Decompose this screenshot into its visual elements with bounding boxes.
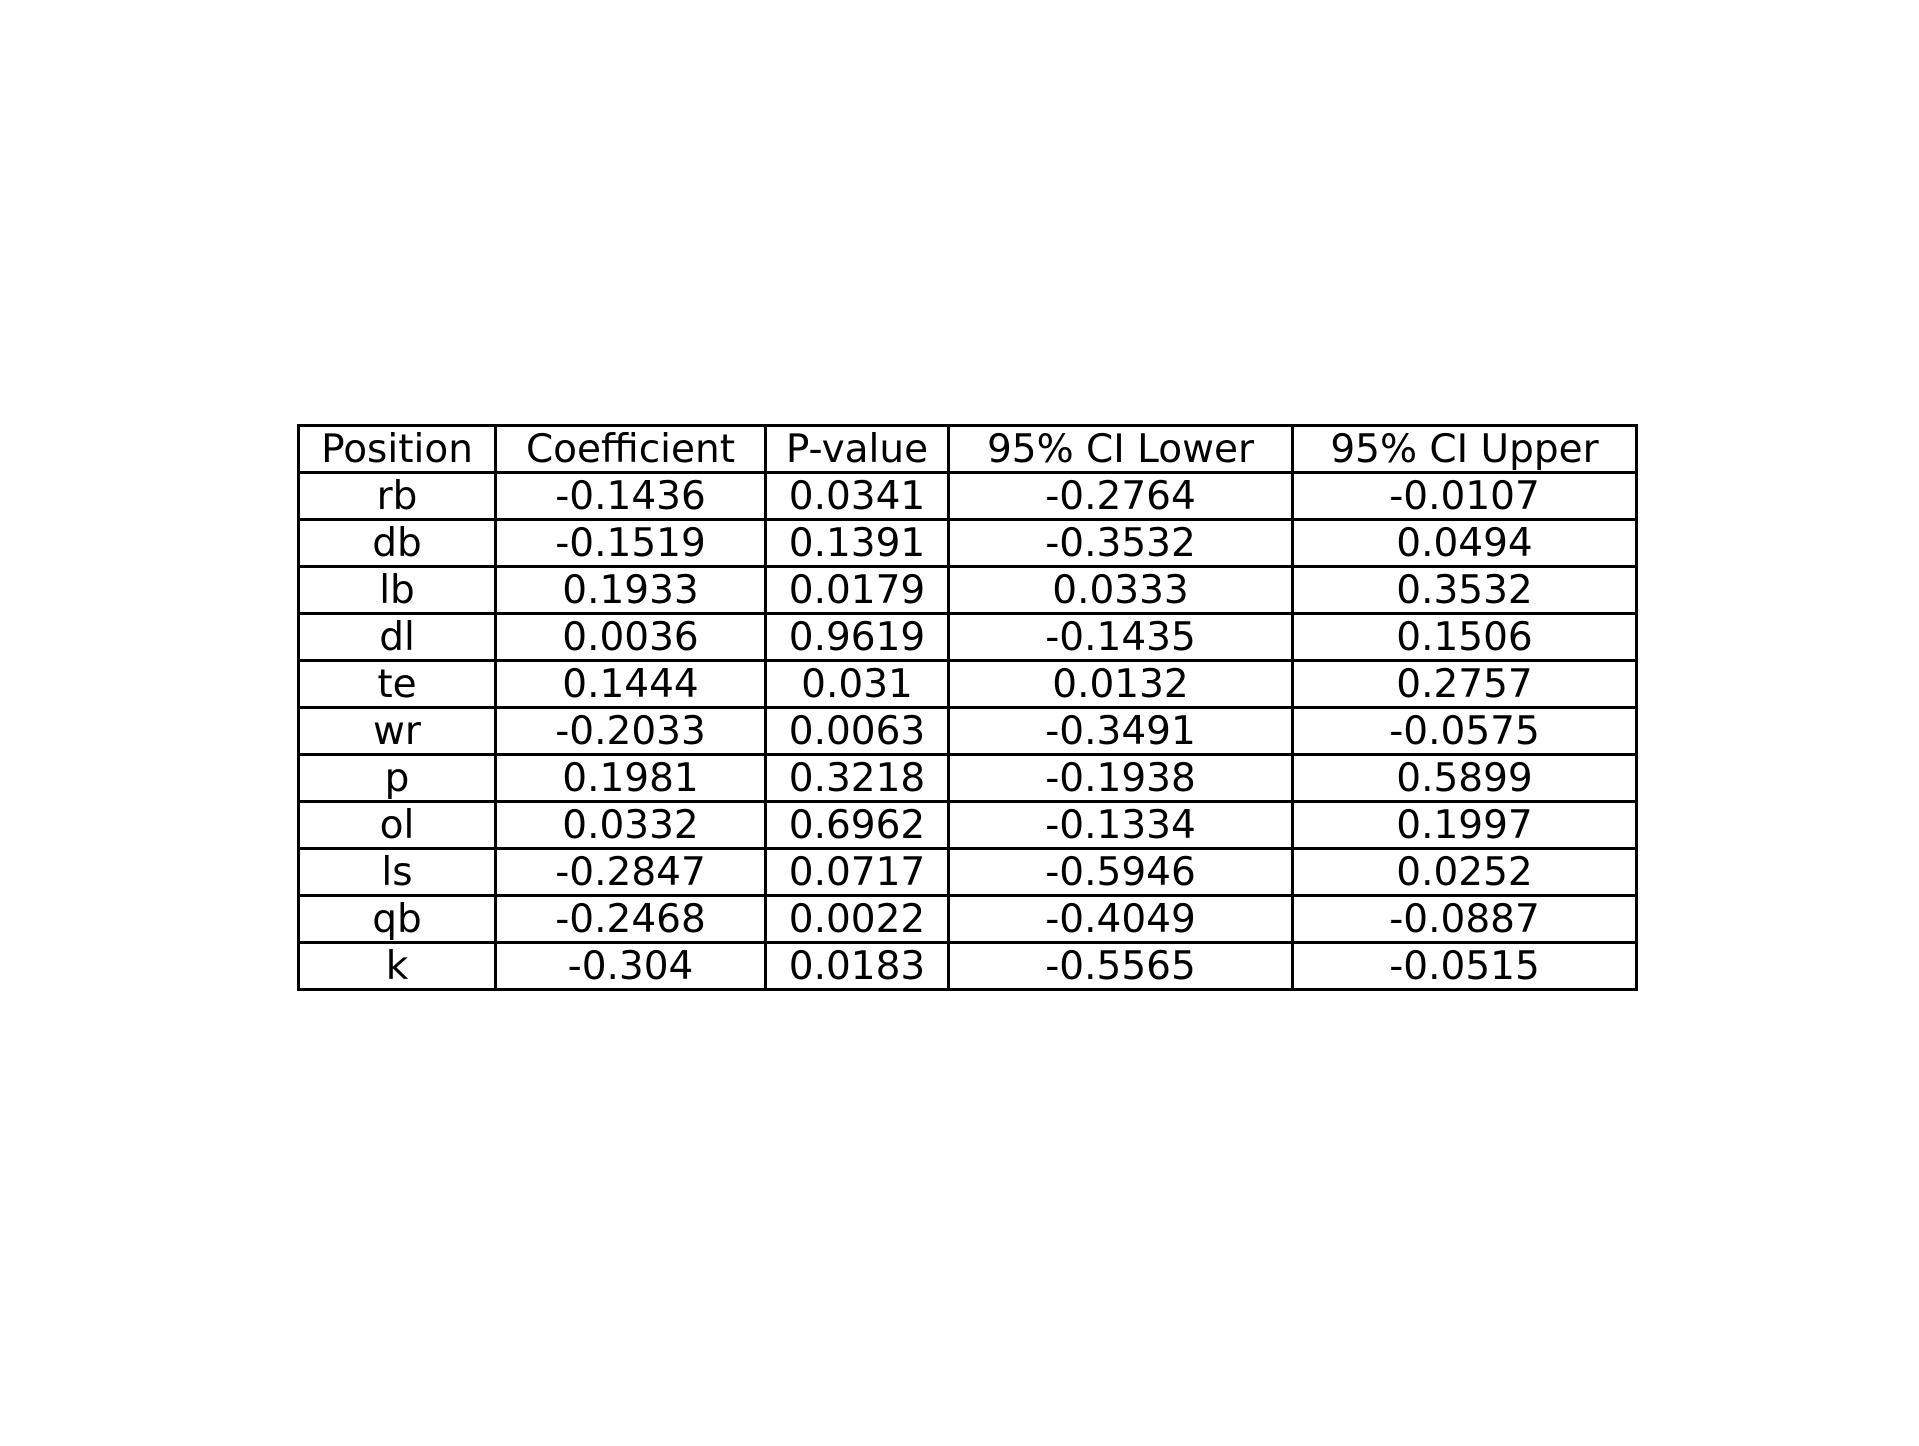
table-row: ol 0.0332 0.6962 -0.1334 0.1997: [297, 800, 1638, 850]
ci-upper-cell: 0.5899: [1291, 753, 1638, 803]
ci-upper-cell: 0.1997: [1291, 800, 1638, 850]
ci-upper-cell: 0.1506: [1291, 612, 1638, 662]
coefficient-cell: 0.0036: [494, 612, 767, 662]
column-header-ci-upper: 95% CI Upper: [1291, 424, 1638, 474]
table-header: Position Coefficient P-value 95% CI Lowe…: [297, 424, 1638, 474]
ci-upper-cell: -0.0887: [1291, 894, 1638, 944]
table-body: rb -0.1436 0.0341 -0.2764 -0.0107 db -0.1519 0.…: [297, 471, 1638, 991]
ci-upper-cell: 0.0494: [1291, 518, 1638, 568]
coefficient-cell: 0.1933: [494, 565, 767, 615]
ci-lower-cell: 0.0333: [947, 565, 1294, 615]
regression-table: Position Coefficient P-value 95% CI Lowe…: [297, 424, 1638, 991]
p-value-cell: 0.6962: [764, 800, 950, 850]
coefficient-cell: -0.304: [494, 941, 767, 991]
coefficient-cell: -0.2468: [494, 894, 767, 944]
table-row: rb -0.1436 0.0341 -0.2764 -0.0107: [297, 471, 1638, 521]
ci-lower-cell: -0.1334: [947, 800, 1294, 850]
coefficient-cell: 0.0332: [494, 800, 767, 850]
coefficient-cell: -0.1519: [494, 518, 767, 568]
p-value-cell: 0.0341: [764, 471, 950, 521]
position-cell: dl: [297, 612, 497, 662]
column-header-ci-lower: 95% CI Lower: [947, 424, 1294, 474]
ci-lower-cell: -0.3532: [947, 518, 1294, 568]
ci-lower-cell: -0.5565: [947, 941, 1294, 991]
ci-upper-cell: -0.0575: [1291, 706, 1638, 756]
position-cell: db: [297, 518, 497, 568]
p-value-cell: 0.031: [764, 659, 950, 709]
table-row: te 0.1444 0.031 0.0132 0.2757: [297, 659, 1638, 709]
ci-lower-cell: -0.5946: [947, 847, 1294, 897]
ci-upper-cell: 0.3532: [1291, 565, 1638, 615]
column-header-coefficient: Coefficient: [494, 424, 767, 474]
ci-lower-cell: -0.2764: [947, 471, 1294, 521]
position-cell: k: [297, 941, 497, 991]
position-cell: qb: [297, 894, 497, 944]
p-value-cell: 0.0022: [764, 894, 950, 944]
coefficient-cell: 0.1981: [494, 753, 767, 803]
ci-lower-cell: -0.4049: [947, 894, 1294, 944]
position-cell: wr: [297, 706, 497, 756]
coefficient-cell: -0.2847: [494, 847, 767, 897]
column-header-position: Position: [297, 424, 497, 474]
coefficient-cell: -0.1436: [494, 471, 767, 521]
position-cell: p: [297, 753, 497, 803]
table-row: qb -0.2468 0.0022 -0.4049 -0.0887: [297, 894, 1638, 944]
position-cell: rb: [297, 471, 497, 521]
coefficient-cell: -0.2033: [494, 706, 767, 756]
p-value-cell: 0.1391: [764, 518, 950, 568]
ci-lower-cell: 0.0132: [947, 659, 1294, 709]
p-value-cell: 0.0179: [764, 565, 950, 615]
p-value-cell: 0.3218: [764, 753, 950, 803]
ci-lower-cell: -0.1938: [947, 753, 1294, 803]
table-row: dl 0.0036 0.9619 -0.1435 0.1506: [297, 612, 1638, 662]
table-row: k -0.304 0.0183 -0.5565 -0.0515: [297, 941, 1638, 991]
ci-upper-cell: 0.2757: [1291, 659, 1638, 709]
table-row: wr -0.2033 0.0063 -0.3491 -0.0575: [297, 706, 1638, 756]
p-value-cell: 0.0717: [764, 847, 950, 897]
position-cell: ls: [297, 847, 497, 897]
ci-lower-cell: -0.1435: [947, 612, 1294, 662]
table-row: p 0.1981 0.3218 -0.1938 0.5899: [297, 753, 1638, 803]
ci-upper-cell: -0.0515: [1291, 941, 1638, 991]
ci-upper-cell: -0.0107: [1291, 471, 1638, 521]
header-row: Position Coefficient P-value 95% CI Lowe…: [297, 424, 1638, 474]
p-value-cell: 0.0183: [764, 941, 950, 991]
ci-lower-cell: -0.3491: [947, 706, 1294, 756]
table-row: ls -0.2847 0.0717 -0.5946 0.0252: [297, 847, 1638, 897]
p-value-cell: 0.0063: [764, 706, 950, 756]
table-row: lb 0.1933 0.0179 0.0333 0.3532: [297, 565, 1638, 615]
position-cell: lb: [297, 565, 497, 615]
coefficient-cell: 0.1444: [494, 659, 767, 709]
p-value-cell: 0.9619: [764, 612, 950, 662]
table-row: db -0.1519 0.1391 -0.3532 0.0494: [297, 518, 1638, 568]
position-cell: ol: [297, 800, 497, 850]
column-header-p-value: P-value: [764, 424, 950, 474]
ci-upper-cell: 0.0252: [1291, 847, 1638, 897]
position-cell: te: [297, 659, 497, 709]
